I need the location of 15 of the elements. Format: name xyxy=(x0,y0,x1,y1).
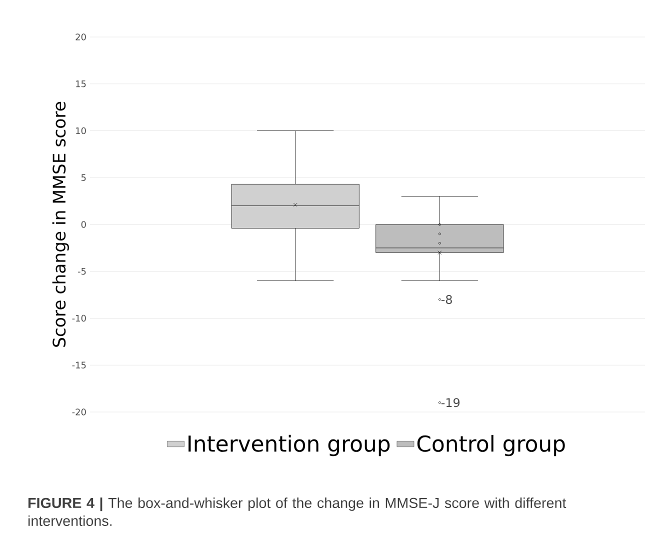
text: FIGURE 4 | The box-and-whisker plot of the change in MMSE-J score with different interventions. xyxy=(28,498,566,526)
legend-label: Control group xyxy=(417,434,565,456)
annotation: -19 xyxy=(441,398,460,408)
y-tick-label: 15 xyxy=(76,80,86,88)
y-tick-label: 20 xyxy=(76,34,86,40)
y-tick-label: 0 xyxy=(81,221,86,228)
y-tick-label: -5 xyxy=(78,268,86,275)
y-tick-label: -20 xyxy=(72,408,86,416)
y-tick-label: 5 xyxy=(81,174,86,181)
y-axis-title: Score change in MMSE score xyxy=(52,102,69,347)
y-tick-label: 10 xyxy=(76,127,86,134)
annotation: -8 xyxy=(441,294,452,304)
y-tick-label: -10 xyxy=(72,314,86,322)
y-tick-label: -15 xyxy=(72,362,86,368)
legend-label: Intervention group xyxy=(188,434,390,456)
